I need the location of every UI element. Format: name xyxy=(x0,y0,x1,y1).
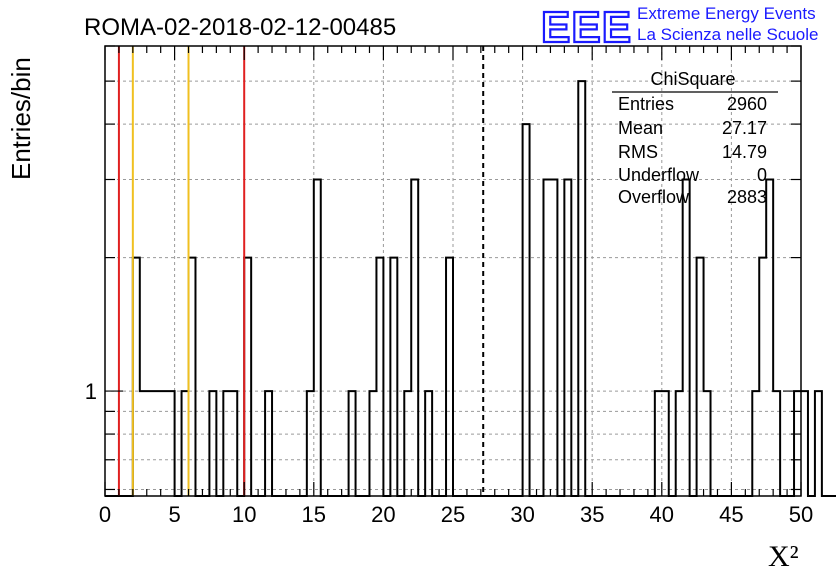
histogram-bar xyxy=(578,81,585,496)
axis-ticks xyxy=(104,45,802,496)
x-tick-label: 35 xyxy=(580,502,604,527)
brand-line-2: La Scienza nelle Scuole xyxy=(637,25,818,44)
histogram-bar xyxy=(543,179,550,496)
histogram-bar xyxy=(446,258,453,496)
x-tick-label: 40 xyxy=(650,502,674,527)
histogram-bar xyxy=(801,391,808,496)
x-tick-label: 10 xyxy=(232,502,256,527)
histogram-bar xyxy=(182,391,189,496)
stats-entries-label: Entries xyxy=(618,94,674,114)
stats-rms-value: 14.79 xyxy=(722,142,767,162)
x-tick-label: 30 xyxy=(510,502,534,527)
stats-title: ChiSquare xyxy=(650,69,735,89)
histogram-bar xyxy=(376,258,383,496)
stats-underflow-label: Underflow xyxy=(618,165,700,185)
x-tick-label: 5 xyxy=(168,502,180,527)
histogram-bar xyxy=(766,179,773,496)
histogram-bar xyxy=(815,391,822,496)
histogram-bar xyxy=(314,179,321,496)
histogram-bar xyxy=(133,258,140,496)
histogram-bar xyxy=(369,391,376,496)
histogram-bar xyxy=(154,391,161,496)
histogram-bar xyxy=(425,391,432,496)
histogram-bar xyxy=(655,391,662,496)
stats-box: ChiSquare Entries 2960 Mean 27.17 RMS 14… xyxy=(612,69,778,207)
brand-line-1: Extreme Energy Events xyxy=(637,4,816,23)
histogram-bar xyxy=(564,179,571,496)
chart-title: ROMA-02-2018-02-12-00485 xyxy=(84,14,396,41)
histogram-bar xyxy=(349,391,356,496)
y-tick-labels: 1 xyxy=(85,379,97,404)
stats-mean-label: Mean xyxy=(618,118,663,138)
histogram-bar xyxy=(550,179,557,496)
stats-underflow-value: 0 xyxy=(757,165,767,185)
histogram-bar xyxy=(390,258,397,496)
brand-logo: EEE xyxy=(541,3,632,52)
histogram-bar xyxy=(244,258,251,496)
x-tick-label: 20 xyxy=(371,502,395,527)
x-tick-label: 45 xyxy=(719,502,743,527)
histogram-bar xyxy=(697,258,704,496)
stats-overflow-value: 2883 xyxy=(727,187,767,207)
y-axis-label: Entries/bin xyxy=(6,57,36,180)
histogram-bar xyxy=(189,258,196,496)
histogram-bar xyxy=(161,391,168,496)
eee-brand: EEE Extreme Energy Events La Scienza nel… xyxy=(540,2,819,53)
stats-rms-label: RMS xyxy=(618,142,658,162)
histogram-bar xyxy=(523,124,530,496)
histogram-bar xyxy=(794,391,801,496)
x-tick-label: 25 xyxy=(441,502,465,527)
histogram-bar xyxy=(168,391,175,496)
histogram-bar xyxy=(223,391,230,496)
histogram-bar xyxy=(676,391,683,496)
histogram-bar xyxy=(411,179,418,496)
histogram-bar xyxy=(752,391,759,496)
stats-overflow-label: Overflow xyxy=(618,187,690,207)
stats-mean-value: 27.17 xyxy=(722,118,767,138)
histogram-bar xyxy=(147,391,154,496)
stats-entries-value: 2960 xyxy=(727,94,767,114)
histogram-bar xyxy=(140,391,147,496)
x-tick-label: 15 xyxy=(302,502,326,527)
histogram-bar xyxy=(307,391,314,496)
histogram-bar xyxy=(230,391,237,496)
x-tick-labels: 0 5 10 15 20 25 30 35 40 45 50 xyxy=(99,502,813,527)
x-tick-label: 0 xyxy=(99,502,111,527)
x-tick-label: 50 xyxy=(789,502,813,527)
histogram-bar xyxy=(683,179,690,496)
histogram-bar xyxy=(773,391,780,496)
y-tick-label: 1 xyxy=(85,379,97,404)
histogram-bar xyxy=(404,391,411,496)
histogram-bar xyxy=(209,391,216,496)
histogram-bar xyxy=(759,258,766,496)
histogram-bar xyxy=(704,391,711,496)
marker-lines xyxy=(117,46,485,496)
x-axis-label: X² xyxy=(768,540,799,572)
histogram-bar xyxy=(662,391,669,496)
histogram-bar xyxy=(265,391,272,496)
